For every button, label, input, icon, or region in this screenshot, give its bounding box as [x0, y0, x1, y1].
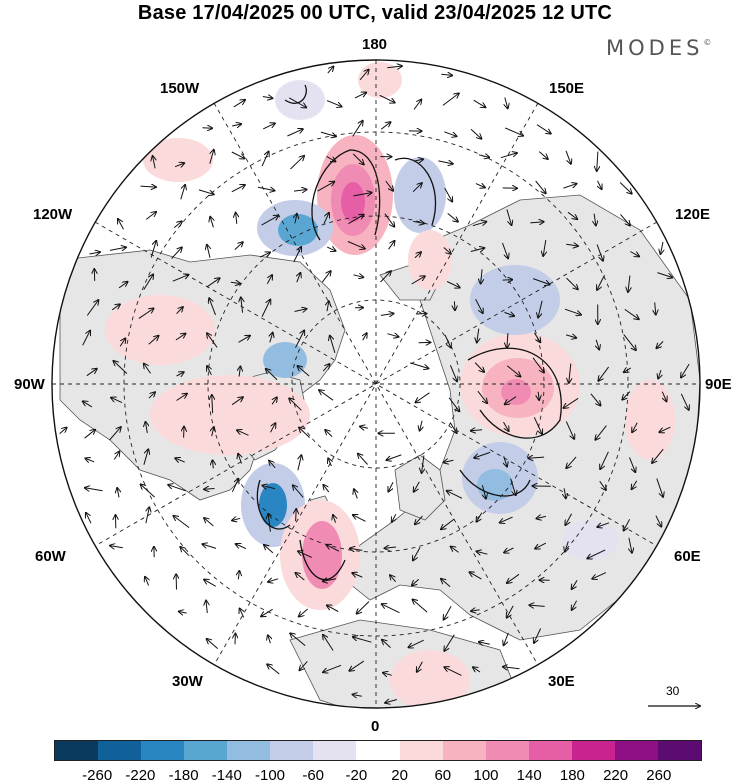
colorbar-segment: [443, 741, 486, 760]
lon-label-120e: 120E: [675, 206, 710, 223]
colorbar-segment: [529, 741, 572, 760]
colorbar-tick-label: 260: [646, 767, 671, 784]
colorbar-tick-label: 100: [473, 767, 498, 784]
colorbar-tick-label: -260: [82, 767, 112, 784]
colorbar-tick-label: -220: [125, 767, 155, 784]
wind-vector: [417, 314, 427, 315]
colorbar-tick-label: 140: [517, 767, 542, 784]
negative-anomaly: [562, 520, 618, 560]
lon-label-30e: 30E: [548, 673, 575, 690]
positive-anomaly: [408, 230, 452, 290]
colorbar-segment: [400, 741, 443, 760]
lon-label-30w: 30W: [172, 673, 203, 690]
colorbar-tick-label: 20: [391, 767, 408, 784]
lon-label-120w: 120W: [33, 206, 72, 223]
positive-anomaly: [625, 380, 675, 460]
positive-anomaly: [150, 375, 310, 455]
wind-vector: [296, 509, 297, 521]
lon-label-90w: 90W: [14, 376, 45, 393]
positive-anomaly: [501, 379, 531, 405]
colorbar-tick-label: -20: [346, 767, 368, 784]
colorbar-tick-label: 220: [603, 767, 628, 784]
colorbar: [54, 740, 702, 761]
colorbar-segment: [615, 741, 658, 760]
colorbar-segment: [55, 741, 98, 760]
colorbar-segment: [184, 741, 227, 760]
negative-anomaly: [259, 483, 287, 527]
colorbar-segment: [270, 741, 313, 760]
colorbar-tick-label: -180: [169, 767, 199, 784]
colorbar-segment: [356, 741, 399, 760]
colorbar-tick-label: 180: [560, 767, 585, 784]
colorbar-tick-label: 60: [434, 767, 451, 784]
lon-label-150e: 150E: [549, 80, 584, 97]
positive-anomaly: [390, 650, 470, 710]
negative-anomaly: [470, 265, 560, 335]
colorbar-segment: [141, 741, 184, 760]
colorbar-segment: [658, 741, 701, 760]
colorbar-segment: [486, 741, 529, 760]
colorbar-segment: [313, 741, 356, 760]
lon-label-180: 180: [362, 36, 387, 53]
reference-vector-label: 30: [666, 684, 679, 698]
colorbar-ticks: -260 -220 -180 -140 -100 -60 -20 20 60 100 140 180 2…: [0, 767, 750, 783]
colorbar-segment: [98, 741, 141, 760]
colorbar-tick-label: -60: [302, 767, 324, 784]
colorbar-segment: [572, 741, 615, 760]
colorbar-segment: [227, 741, 270, 760]
lon-label-0: 0: [371, 718, 379, 735]
positive-anomaly: [358, 62, 402, 98]
wind-vector: [454, 301, 455, 310]
negative-anomaly: [110, 618, 170, 662]
lon-label-90e: 90E: [705, 376, 732, 393]
negative-anomaly: [275, 80, 325, 120]
colorbar-tick-label: -100: [255, 767, 285, 784]
lon-label-60w: 60W: [35, 548, 66, 565]
lon-label-150w: 150W: [160, 80, 199, 97]
positive-anomaly: [105, 295, 215, 365]
colorbar-tick-label: -140: [212, 767, 242, 784]
lon-label-60e: 60E: [674, 548, 701, 565]
wind-vector: [503, 280, 513, 281]
wind-vector: [203, 128, 213, 129]
